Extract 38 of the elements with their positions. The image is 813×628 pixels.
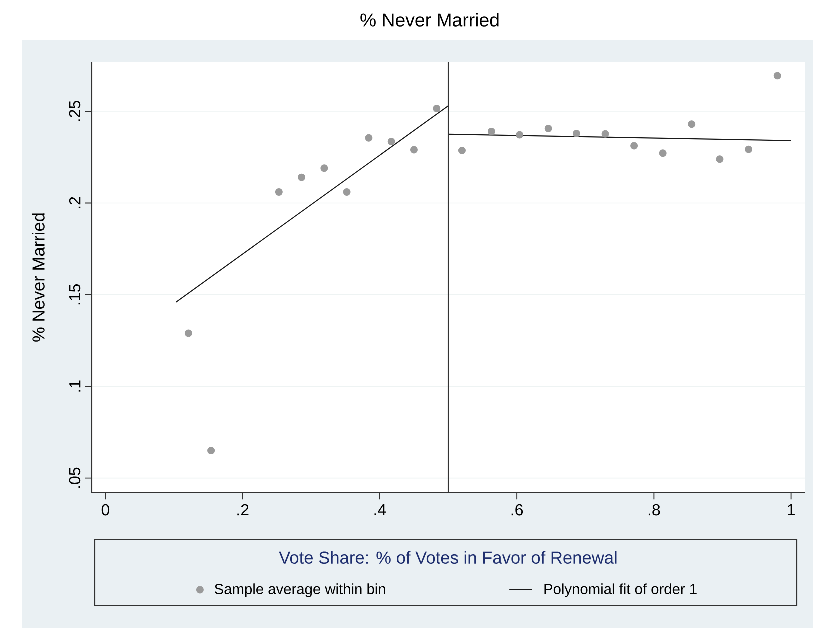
point bbox=[630, 142, 638, 150]
point bbox=[433, 105, 441, 113]
point bbox=[298, 174, 306, 182]
point bbox=[602, 130, 610, 138]
point bbox=[688, 120, 696, 128]
point bbox=[488, 128, 496, 136]
x-tick-label: .4 bbox=[374, 504, 386, 516]
point bbox=[774, 72, 782, 80]
point bbox=[516, 131, 524, 139]
point bbox=[320, 164, 328, 172]
x-tick-label: .2 bbox=[238, 504, 249, 516]
y-tick-label: .1 bbox=[70, 380, 81, 392]
point bbox=[572, 130, 580, 138]
point bbox=[388, 138, 396, 146]
legend-label: Polynomial fit of order 1 bbox=[544, 584, 697, 598]
point bbox=[458, 147, 466, 155]
x-axis-title: Vote Share: % of Votes in Favor of Renewal bbox=[279, 551, 617, 564]
y-tick-label: .2 bbox=[69, 197, 81, 208]
y-axis-title: % Never Married bbox=[32, 214, 45, 342]
point bbox=[410, 146, 418, 154]
x-tick-label: 1 bbox=[788, 504, 795, 516]
point bbox=[343, 188, 351, 196]
point bbox=[184, 330, 192, 338]
x-tick-label: 0 bbox=[102, 504, 110, 516]
point bbox=[365, 134, 373, 142]
point bbox=[659, 150, 667, 158]
chart-title: % Never Married bbox=[360, 13, 499, 27]
point bbox=[745, 146, 753, 154]
y-tick-label: .15 bbox=[69, 284, 81, 305]
point bbox=[716, 156, 724, 164]
point bbox=[208, 447, 216, 455]
y-tick-label: .05 bbox=[69, 468, 81, 488]
legend-label: Sample average within bin bbox=[215, 584, 386, 598]
point bbox=[544, 125, 552, 132]
point bbox=[275, 188, 283, 196]
x-tick-label: .8 bbox=[648, 504, 660, 516]
y-tick-label: .25 bbox=[69, 101, 81, 122]
x-tick-label: .6 bbox=[512, 504, 524, 516]
